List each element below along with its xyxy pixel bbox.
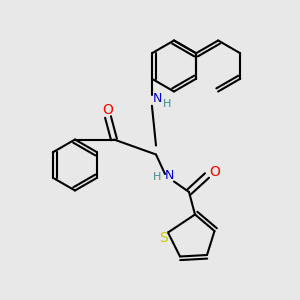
Text: N: N xyxy=(153,92,162,105)
Text: N: N xyxy=(165,169,174,182)
Text: H: H xyxy=(163,99,172,109)
Text: O: O xyxy=(209,166,220,179)
Text: S: S xyxy=(159,232,168,245)
Text: H: H xyxy=(153,172,162,182)
Text: O: O xyxy=(103,103,113,116)
